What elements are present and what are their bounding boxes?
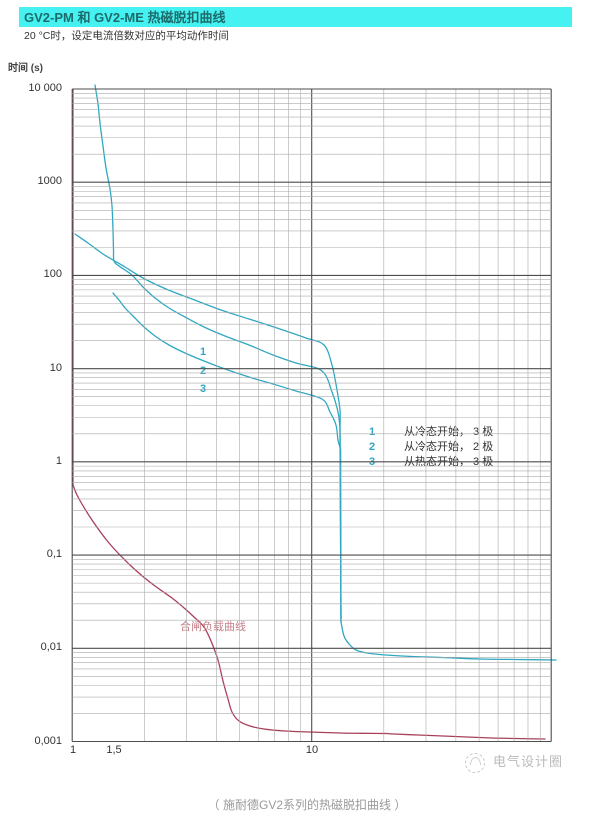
- svg-text:从冷态开始， 3 极: 从冷态开始， 3 极: [404, 424, 493, 438]
- svg-text:3: 3: [200, 383, 206, 395]
- svg-text:2: 2: [369, 441, 375, 453]
- svg-text:2: 2: [200, 365, 206, 377]
- svg-text:合闸负载曲线: 合闸负载曲线: [180, 619, 246, 633]
- svg-text:1: 1: [200, 346, 206, 358]
- svg-text:1: 1: [369, 426, 375, 438]
- svg-text:从冷态开始， 2 极: 从冷态开始， 2 极: [404, 439, 493, 453]
